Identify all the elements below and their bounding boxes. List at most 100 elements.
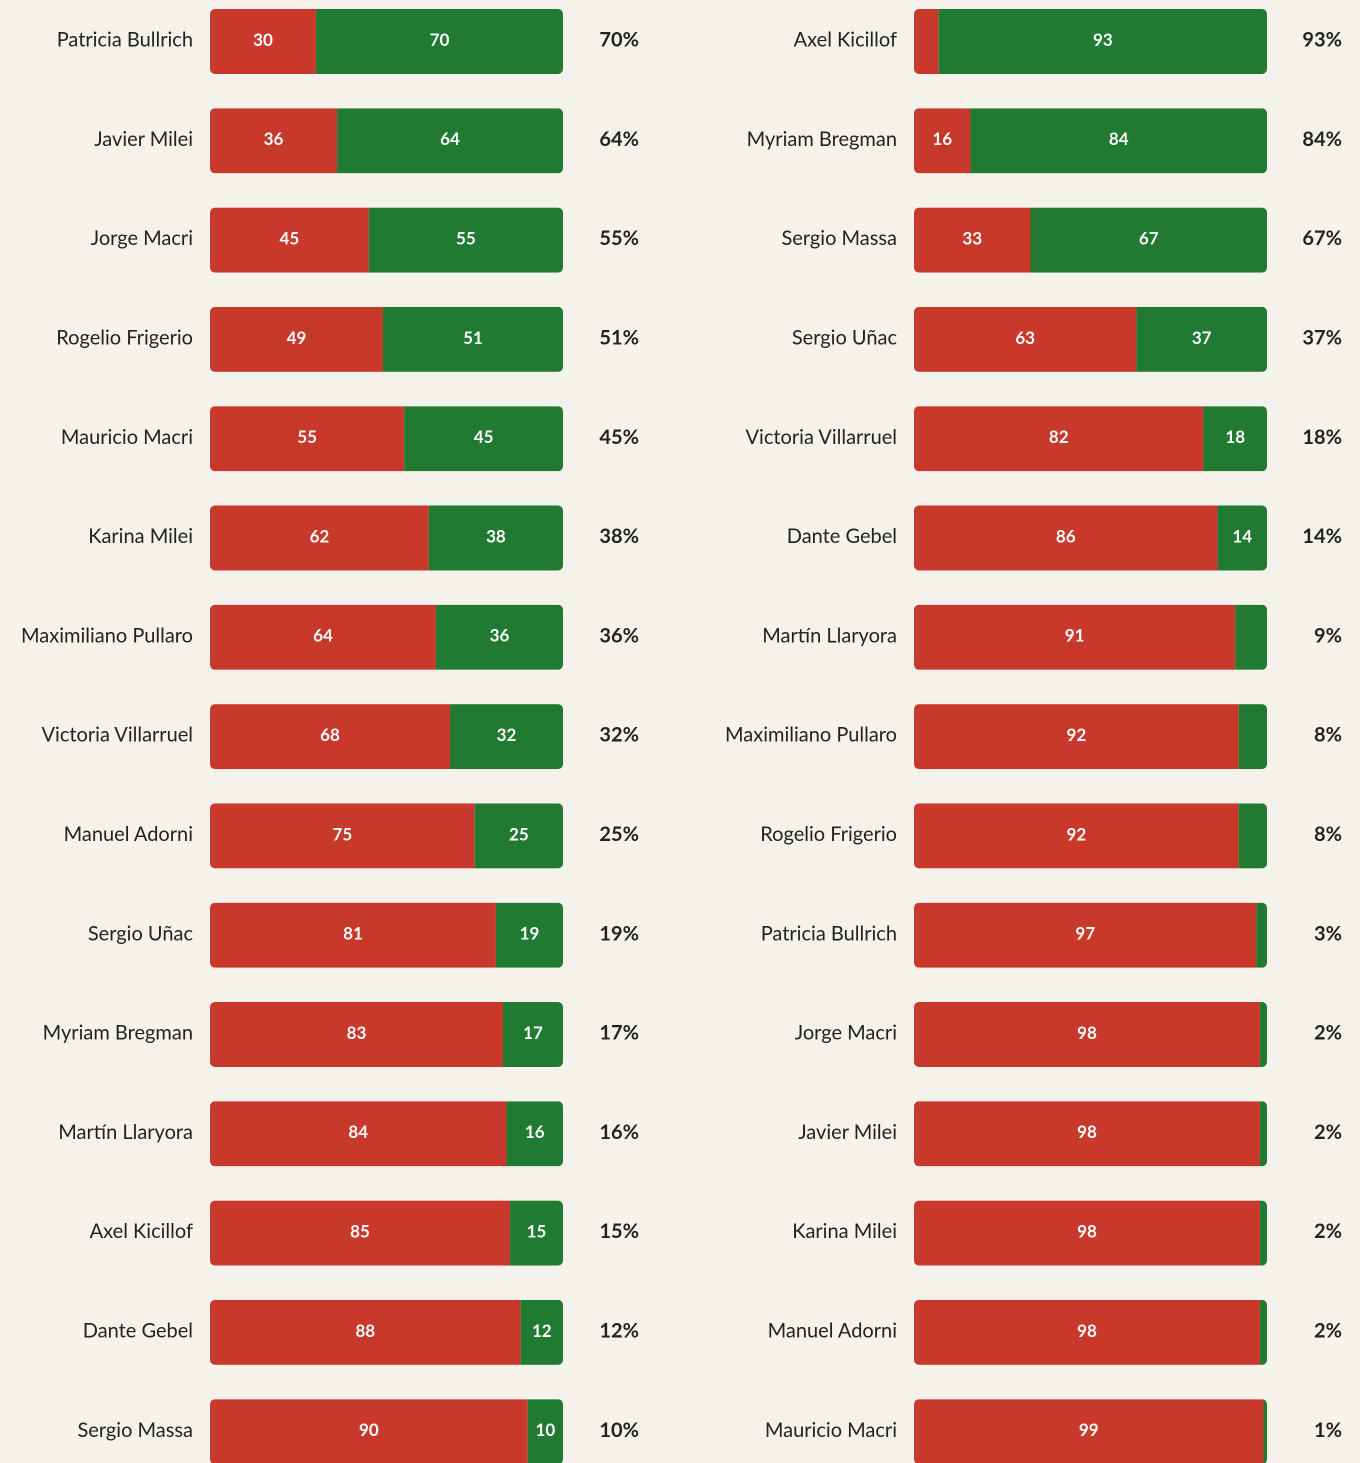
category-label: Sergio Uñac bbox=[792, 325, 898, 349]
bar-segment bbox=[1238, 704, 1267, 770]
segment-label: 12 bbox=[532, 1320, 552, 1341]
bar-row bbox=[210, 108, 563, 174]
category-label: Sergio Uñac bbox=[88, 921, 194, 945]
segment-label: 45 bbox=[474, 426, 494, 447]
bar-row bbox=[210, 902, 563, 968]
bar-segment bbox=[914, 1200, 1260, 1266]
bar-segment bbox=[210, 1200, 511, 1266]
bar-segment bbox=[210, 406, 405, 472]
bar-segment bbox=[527, 1399, 563, 1463]
percent-label: 17% bbox=[599, 1021, 639, 1045]
segment-label: 16 bbox=[932, 128, 952, 149]
segment-label: 16 bbox=[525, 1121, 545, 1142]
segment-label: 55 bbox=[456, 227, 476, 248]
bar-segment bbox=[368, 207, 563, 273]
category-label: Karina Milei bbox=[88, 524, 193, 548]
segment-label: 85 bbox=[350, 1220, 370, 1241]
category-label: Rogelio Frigerio bbox=[760, 822, 897, 846]
bar-row bbox=[914, 704, 1267, 770]
percent-label: 9% bbox=[1314, 623, 1342, 647]
segment-label: 45 bbox=[280, 227, 300, 248]
bar-segment bbox=[914, 207, 1031, 273]
bar-segment bbox=[210, 803, 475, 869]
bar-segment bbox=[914, 1002, 1260, 1067]
segment-label: 55 bbox=[297, 426, 317, 447]
percent-label: 2% bbox=[1314, 1120, 1342, 1144]
percent-label: 1% bbox=[1314, 1418, 1342, 1442]
bar-segment bbox=[435, 604, 563, 670]
segment-label: 84 bbox=[348, 1121, 368, 1142]
percent-label: 2% bbox=[1314, 1319, 1342, 1343]
bar-segment bbox=[1235, 604, 1267, 670]
bar-segment bbox=[914, 9, 939, 74]
percent-label: 93% bbox=[1302, 28, 1342, 52]
bar-row bbox=[210, 704, 563, 770]
category-label: Javier Milei bbox=[798, 1120, 897, 1144]
category-label: Axel Kicillof bbox=[90, 1219, 193, 1243]
segment-label: 81 bbox=[343, 923, 363, 944]
bar-segment bbox=[914, 704, 1239, 770]
category-label: Sergio Massa bbox=[781, 226, 897, 250]
bar-row bbox=[210, 9, 563, 74]
segment-label: 99 bbox=[1079, 1419, 1099, 1440]
bar-segment bbox=[210, 1299, 521, 1365]
bar-row bbox=[914, 406, 1267, 472]
bar-segment bbox=[210, 604, 436, 670]
category-label: Dante Gebel bbox=[83, 1318, 193, 1342]
percent-label: 64% bbox=[599, 127, 639, 151]
bar-segment bbox=[1259, 1299, 1267, 1365]
percent-label: 67% bbox=[1302, 226, 1342, 250]
percent-label: 19% bbox=[599, 921, 639, 945]
segment-label: 82 bbox=[1049, 426, 1069, 447]
category-label: Manuel Adorni bbox=[64, 822, 193, 846]
category-label: Martín Llaryora bbox=[762, 623, 897, 647]
category-label: Jorge Macri bbox=[91, 226, 193, 250]
segment-label: 30 bbox=[253, 29, 273, 50]
bar-segment bbox=[914, 1101, 1260, 1167]
bar-segment bbox=[914, 803, 1239, 869]
bar-row bbox=[914, 306, 1267, 372]
bar-row bbox=[210, 505, 563, 571]
percent-label: 84% bbox=[1302, 127, 1342, 151]
percent-label: 16% bbox=[599, 1120, 639, 1144]
percent-label: 15% bbox=[599, 1219, 639, 1243]
percent-label: 37% bbox=[1302, 326, 1342, 350]
percent-label: 18% bbox=[1302, 425, 1342, 449]
segment-label: 93 bbox=[1093, 29, 1113, 50]
bar-segment bbox=[510, 1200, 563, 1266]
category-label: Myriam Bregman bbox=[747, 127, 897, 151]
bar-segment bbox=[495, 902, 563, 968]
segment-label: 67 bbox=[1139, 227, 1159, 248]
bar-row bbox=[210, 803, 563, 869]
category-label: Victoria Villarruel bbox=[42, 723, 193, 747]
bar-row bbox=[210, 207, 563, 273]
percent-label: 8% bbox=[1314, 723, 1342, 747]
segment-label: 98 bbox=[1077, 1320, 1097, 1341]
bar-segment bbox=[502, 1002, 563, 1067]
percent-label: 51% bbox=[599, 326, 639, 350]
bar-segment bbox=[914, 108, 971, 174]
segment-label: 19 bbox=[520, 923, 540, 944]
segment-label: 86 bbox=[1056, 525, 1076, 546]
segment-label: 91 bbox=[1065, 625, 1085, 646]
category-label: Mauricio Macri bbox=[765, 1418, 897, 1442]
bar-row bbox=[914, 902, 1267, 968]
percent-label: 14% bbox=[1302, 524, 1342, 548]
segment-label: 90 bbox=[359, 1419, 379, 1440]
bar-row bbox=[914, 207, 1267, 273]
segment-label: 84 bbox=[1109, 128, 1129, 149]
category-label: Rogelio Frigerio bbox=[56, 325, 193, 349]
segment-label: 49 bbox=[287, 327, 307, 348]
category-label: Maximiliano Pullaro bbox=[21, 623, 193, 647]
bar-segment bbox=[914, 604, 1236, 670]
bar-row bbox=[210, 1101, 563, 1167]
category-label: Maximiliano Pullaro bbox=[725, 723, 897, 747]
bar-segment bbox=[210, 1101, 507, 1167]
bar-segment bbox=[914, 902, 1257, 968]
bar-segment bbox=[1030, 207, 1267, 273]
percent-label: 25% bbox=[599, 822, 639, 846]
bar-row bbox=[914, 9, 1267, 74]
segment-label: 98 bbox=[1077, 1121, 1097, 1142]
percent-label: 38% bbox=[599, 524, 639, 548]
